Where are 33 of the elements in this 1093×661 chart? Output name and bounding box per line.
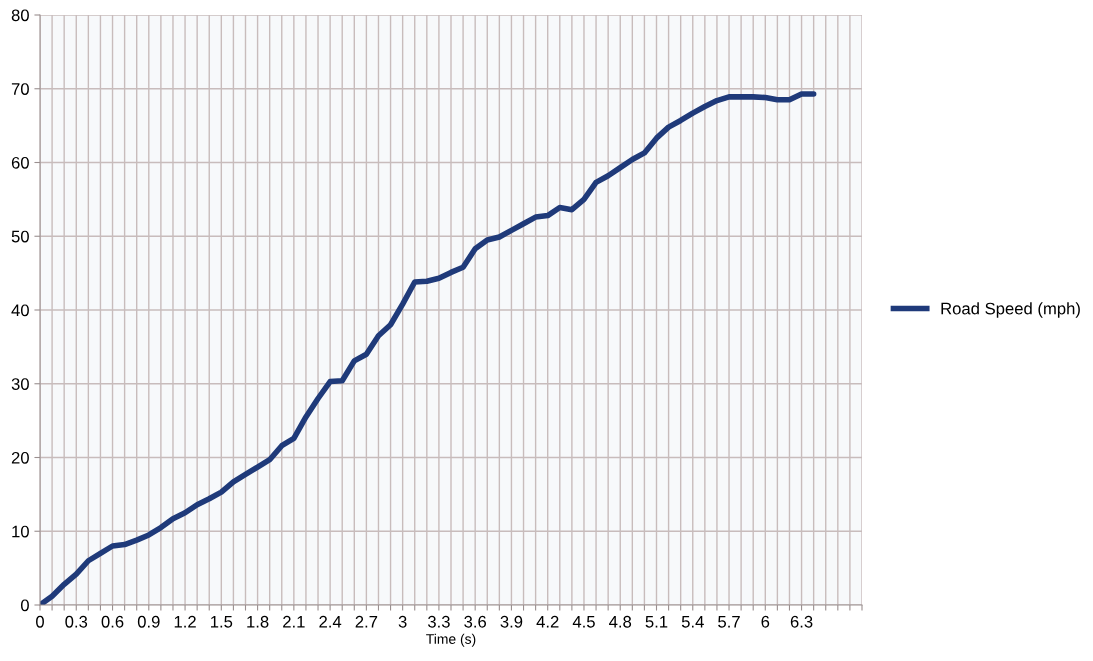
x-tick-label: 3.9 (500, 615, 523, 628)
y-tick-label: 20 (11, 451, 29, 464)
x-tick-label: 3.3 (427, 615, 450, 628)
x-tick-label: 0.9 (137, 615, 160, 628)
y-tick-label: 10 (12, 525, 29, 538)
x-tick-label: 0 (36, 615, 44, 628)
y-tick-label: 60 (11, 156, 29, 169)
x-tick-label: 3 (398, 615, 407, 628)
y-tick-label: 50 (11, 230, 29, 243)
x-tick-label: 4.5 (572, 616, 595, 628)
legend-label: Road Speed (mph) (941, 302, 1080, 318)
x-tick-label: 4.2 (536, 615, 559, 628)
x-tick-label: 0.6 (101, 615, 124, 628)
y-tick-label: 0 (20, 599, 29, 612)
x-tick-label: 2.7 (355, 615, 378, 628)
y-tick-label: 80 (11, 9, 29, 22)
x-tick-label: 6 (761, 615, 770, 628)
y-tick-label: 40 (11, 304, 29, 317)
x-tick-label: 1.8 (247, 615, 269, 628)
x-axis-title: Time (s) (426, 633, 476, 647)
x-tick-label: 6.3 (790, 615, 813, 628)
x-tick-label: 2.4 (319, 615, 342, 628)
x-tick-label: 0.3 (65, 615, 88, 628)
x-tick-label: 1.2 (174, 615, 196, 628)
y-tick-label: 70 (11, 83, 29, 95)
x-tick-label: 5.1 (645, 616, 668, 628)
x-tick-label: 1.5 (211, 616, 233, 628)
x-tick-label: 2.1 (283, 615, 305, 628)
x-tick-label: 3.6 (464, 615, 487, 628)
x-tick-label: 5.7 (718, 616, 740, 628)
y-tick-label: 30 (11, 378, 29, 390)
x-tick-label: 5.4 (681, 616, 704, 628)
x-tick-label: 4.8 (609, 615, 632, 628)
